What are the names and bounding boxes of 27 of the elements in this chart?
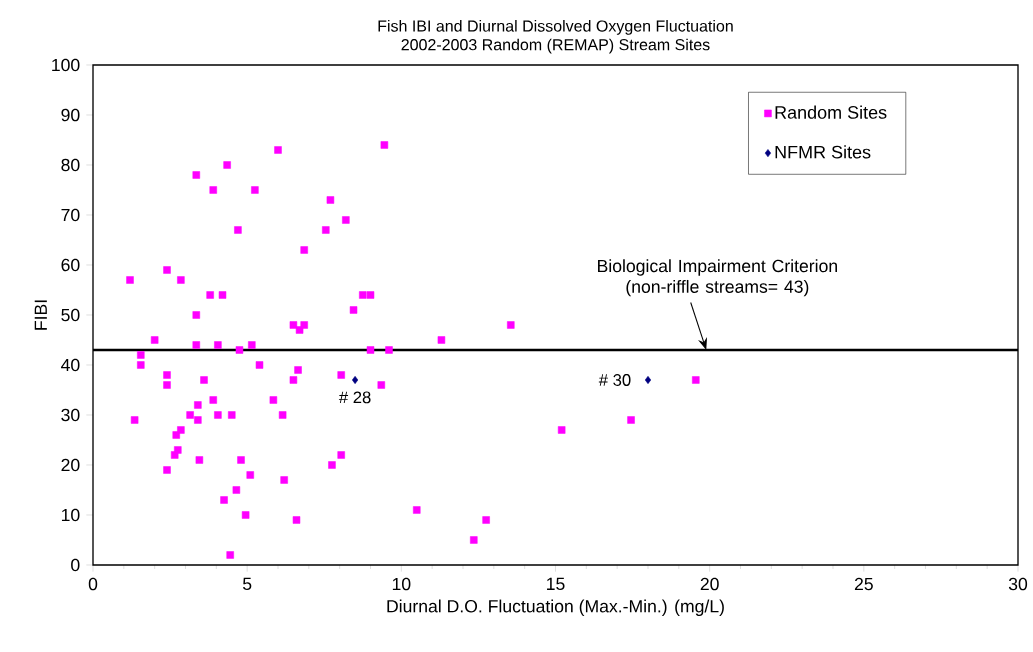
y-axis-title: FIBI (34, 300, 47, 330)
x-axis-title: Diurnal D.O. Fluctuation (Max.-Min.) (mg/L) (387, 599, 724, 616)
annotation: # 28 (338, 391, 371, 404)
x-tick-label: 0 (88, 577, 98, 591)
y-tick-label: 90 (61, 108, 80, 122)
y-tick-label: 60 (61, 258, 80, 272)
x-tick-label: 25 (854, 577, 873, 591)
y-tick-label: 0 (71, 558, 80, 572)
y-tick-label: 30 (61, 408, 80, 422)
x-tick-label: 30 (1008, 577, 1028, 591)
x-tick-label: 20 (700, 577, 719, 591)
x-tick-label: 5 (242, 577, 252, 591)
y-tick-label: 70 (61, 208, 80, 222)
y-tick-label: 10 (61, 508, 80, 522)
legend-label: Random Sites (775, 105, 887, 119)
chart-subtitle: 2002-2003 Random (REMAP) Stream Sites (401, 38, 710, 54)
chart-title: Fish IBI and Diurnal Dissolved Oxygen Fluctuation (378, 19, 733, 35)
annotation: # 30 (598, 374, 631, 386)
y-tick-label: 100 (52, 58, 80, 72)
y-tick-label: 80 (61, 158, 80, 172)
y-tick-label: 20 (61, 458, 80, 472)
y-tick-label: 50 (61, 308, 80, 322)
x-tick-label: 10 (392, 577, 411, 591)
x-tick-label: 15 (547, 577, 565, 591)
y-tick-label: 40 (61, 358, 80, 372)
ref-line-label: Biological Impairment Criterion (non-riffle streams= 43) (598, 259, 837, 297)
legend-label: NFMR Sites (775, 145, 871, 159)
